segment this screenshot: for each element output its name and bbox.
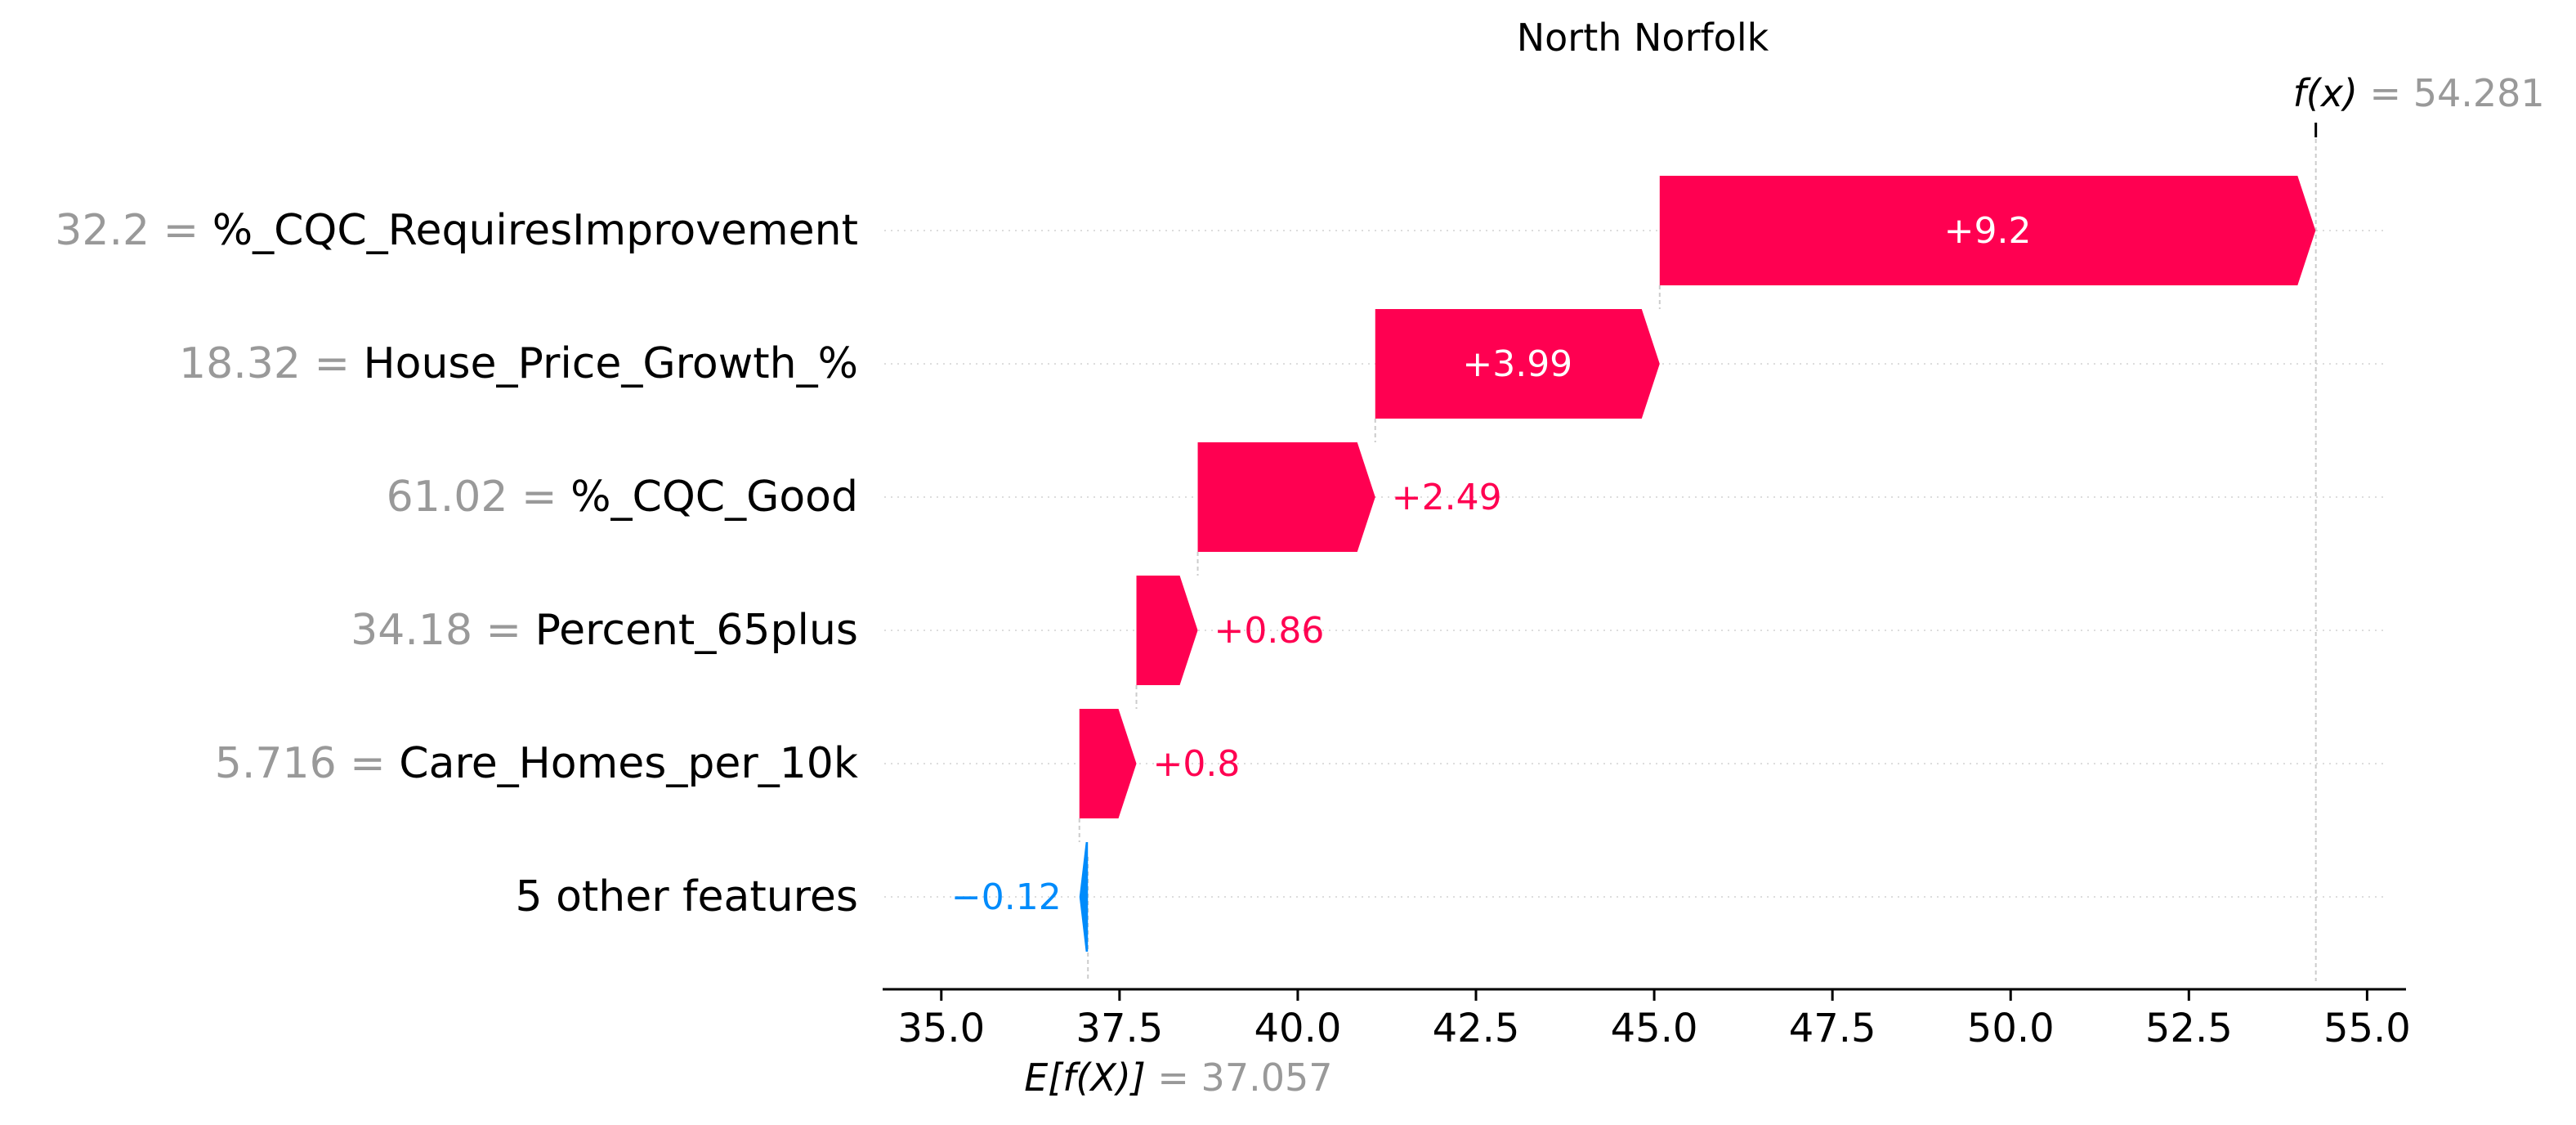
feature-label: 34.18 = Percent_65plus [351,606,858,655]
fx-value: = 54.281 [2358,71,2545,115]
fx-annotation: f(x) = 54.281 [2293,71,2545,115]
feature-value: 18.32 = [179,339,364,388]
feature-name: 5 other features [515,872,858,921]
feature-name: Percent_65plus [535,606,858,655]
ex-value: = 37.057 [1146,1056,1333,1100]
x-tick-label: 55.0 [2323,1006,2411,1051]
x-tick-label: 52.5 [2145,1006,2233,1051]
feature-name: Care_Homes_per_10k [399,739,858,788]
feature-label: 61.02 = %_CQC_Good [387,473,858,522]
bar--cqc-good [1197,442,1375,552]
feature-value: 32.2 = [55,206,212,255]
bar-care-homes-per-10k [1079,709,1137,818]
x-tick-label: 40.0 [1254,1006,1341,1051]
feature-label: 32.2 = %_CQC_RequiresImprovement [55,206,858,255]
contribution-label: +9.2 [1944,210,2032,252]
feature-label: 5 other features [515,872,858,921]
bar-5-other-features [1079,842,1089,952]
x-tick-label: 37.5 [1076,1006,1163,1051]
contribution-label: −0.12 [951,876,1062,918]
chart-title: North Norfolk [1517,16,1769,60]
feature-value: 5.716 = [215,739,400,788]
fx-label: f(x) [2293,71,2358,115]
bar--cqc-requiresimprovement [1659,176,2316,285]
contribution-label: +2.49 [1392,477,1502,518]
x-tick-label: 50.0 [1967,1006,2055,1051]
value-annotations: f(x) = 54.281 E[f(X)] = 37.057 [1024,71,2544,1100]
contribution-bars: +9.2 +3.99 +2.49 +0.86 +0.8 −0.12 [951,176,2316,952]
feature-name: %_CQC_RequiresImprovement [212,206,858,255]
feature-name: House_Price_Growth_% [364,339,858,388]
x-tick-label: 47.5 [1789,1006,1876,1051]
contribution-label: +3.99 [1462,343,1572,385]
x-tick-label: 42.5 [1433,1006,1520,1051]
x-tick-label: 45.0 [1611,1006,1698,1051]
feature-label: 18.32 = House_Price_Growth_% [179,339,858,388]
feature-value: 61.02 = [387,473,571,522]
ex-label: E[f(X)] [1024,1056,1146,1100]
ex-annotation: E[f(X)] = 37.057 [1024,1056,1332,1100]
feature-name: %_CQC_Good [570,473,858,522]
feature-labels: 32.2 = %_CQC_RequiresImprovement 18.32 = … [55,206,858,921]
bar-house-price-growth- [1375,309,1660,419]
contribution-label: +0.86 [1214,610,1325,652]
bar-percent-65plus [1136,576,1198,685]
feature-value: 34.18 = [351,606,535,655]
contribution-label: +0.8 [1153,743,1241,785]
x-axis: 35.0 37.5 40.0 42.5 45.0 47.5 50.0 52.5 55.0 [883,988,2411,1051]
x-tick-label: 35.0 [897,1006,985,1051]
feature-label: 5.716 = Care_Homes_per_10k [215,739,858,788]
